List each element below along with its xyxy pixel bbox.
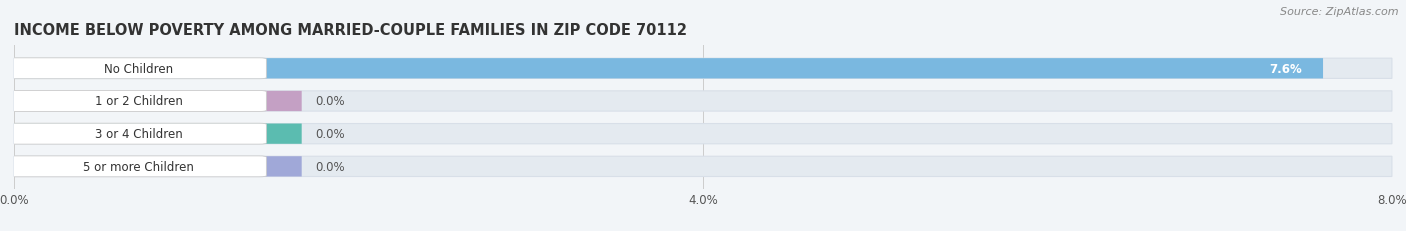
FancyBboxPatch shape (14, 59, 1323, 79)
Text: 3 or 4 Children: 3 or 4 Children (96, 128, 183, 140)
FancyBboxPatch shape (8, 124, 266, 145)
FancyBboxPatch shape (14, 59, 1392, 79)
FancyBboxPatch shape (8, 156, 266, 177)
FancyBboxPatch shape (14, 91, 302, 112)
Text: 0.0%: 0.0% (315, 128, 344, 140)
Text: 7.6%: 7.6% (1270, 63, 1302, 76)
FancyBboxPatch shape (14, 157, 1392, 177)
Text: 0.0%: 0.0% (315, 160, 344, 173)
FancyBboxPatch shape (14, 91, 1392, 112)
Text: No Children: No Children (104, 63, 173, 76)
Text: INCOME BELOW POVERTY AMONG MARRIED-COUPLE FAMILIES IN ZIP CODE 70112: INCOME BELOW POVERTY AMONG MARRIED-COUPL… (14, 23, 688, 38)
FancyBboxPatch shape (14, 124, 302, 144)
FancyBboxPatch shape (14, 157, 302, 177)
Text: 5 or more Children: 5 or more Children (83, 160, 194, 173)
FancyBboxPatch shape (8, 59, 266, 79)
Text: Source: ZipAtlas.com: Source: ZipAtlas.com (1281, 7, 1399, 17)
FancyBboxPatch shape (14, 124, 1392, 144)
Text: 0.0%: 0.0% (315, 95, 344, 108)
FancyBboxPatch shape (8, 91, 266, 112)
Text: 1 or 2 Children: 1 or 2 Children (96, 95, 183, 108)
